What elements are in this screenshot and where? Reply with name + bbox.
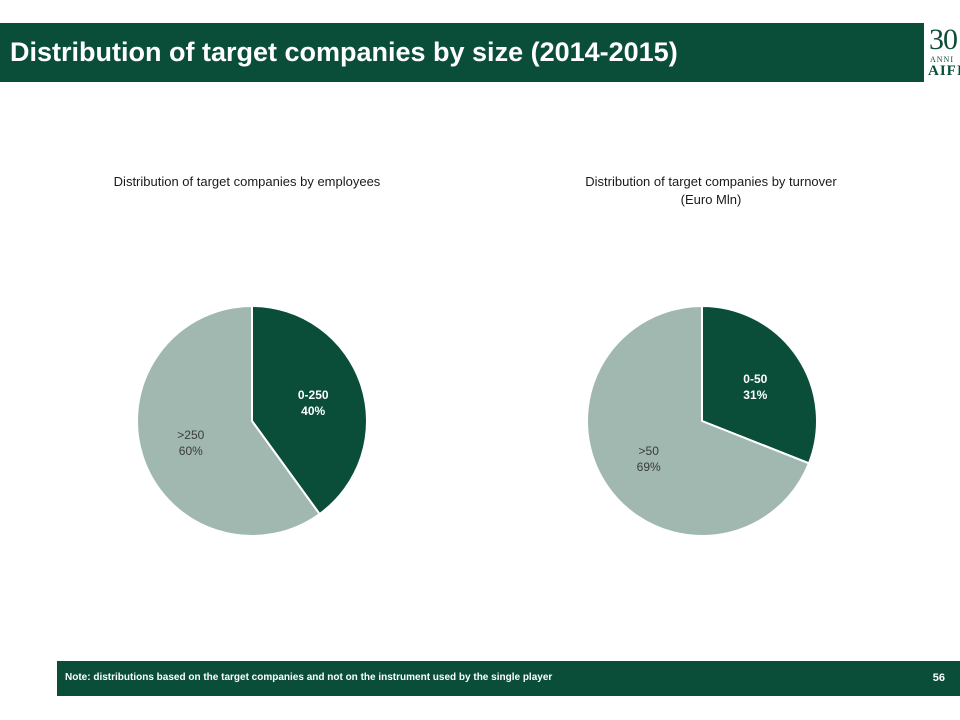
- pie-label-turnover-0-name: 0-50: [743, 372, 767, 386]
- footer-bar: Note: distributions based on the target …: [57, 661, 960, 696]
- logo-number: 30: [929, 24, 958, 56]
- pie-slice-employees-0: [251, 305, 368, 516]
- pie-label-employees-0: 0-250 40%: [298, 388, 329, 418]
- pie-slice-turnover-0: [701, 305, 818, 465]
- pie-label-employees-1: >250 60%: [177, 428, 204, 458]
- chart-title-employees-line1: Distribution of target companies by empl…: [113, 174, 381, 189]
- header-bar: Distribution of target companies by size…: [0, 23, 924, 82]
- chart-title-turnover-line1: Distribution of target companies by turn…: [585, 174, 837, 189]
- pie-label-employees-0-name: 0-250: [298, 388, 329, 402]
- pie-label-turnover-0: 0-50 31%: [743, 372, 767, 402]
- pie-label-turnover-1: >50 69%: [637, 444, 661, 474]
- pie-label-turnover-1-name: >50: [639, 444, 660, 458]
- footer-note: Note: distributions based on the target …: [65, 672, 553, 683]
- pie-label-employees-1-value: 60%: [179, 444, 203, 458]
- pie-label-turnover-0-value: 31%: [743, 388, 767, 402]
- page-title: Distribution of target companies by size…: [10, 37, 678, 67]
- pie-slice-employees-1: [136, 305, 321, 537]
- chart-title-turnover-line2: (Euro Mln): [680, 192, 742, 207]
- chart-title-turnover: Distribution of target companies by turn…: [511, 173, 911, 209]
- pie-label-employees-0-value: 40%: [301, 404, 325, 418]
- pie-label-turnover-1-value: 69%: [637, 460, 661, 474]
- pie-slice-turnover-1: [586, 305, 810, 537]
- logo-name: AIFI: [928, 63, 960, 79]
- logo-subtitle: ANNI: [930, 55, 954, 64]
- pie-label-employees-1-name: >250: [177, 428, 204, 442]
- aifi-logo: 30 ANNI AIFI: [928, 24, 960, 82]
- page-number: 56: [932, 672, 945, 684]
- chart-title-employees: Distribution of target companies by empl…: [47, 173, 447, 191]
